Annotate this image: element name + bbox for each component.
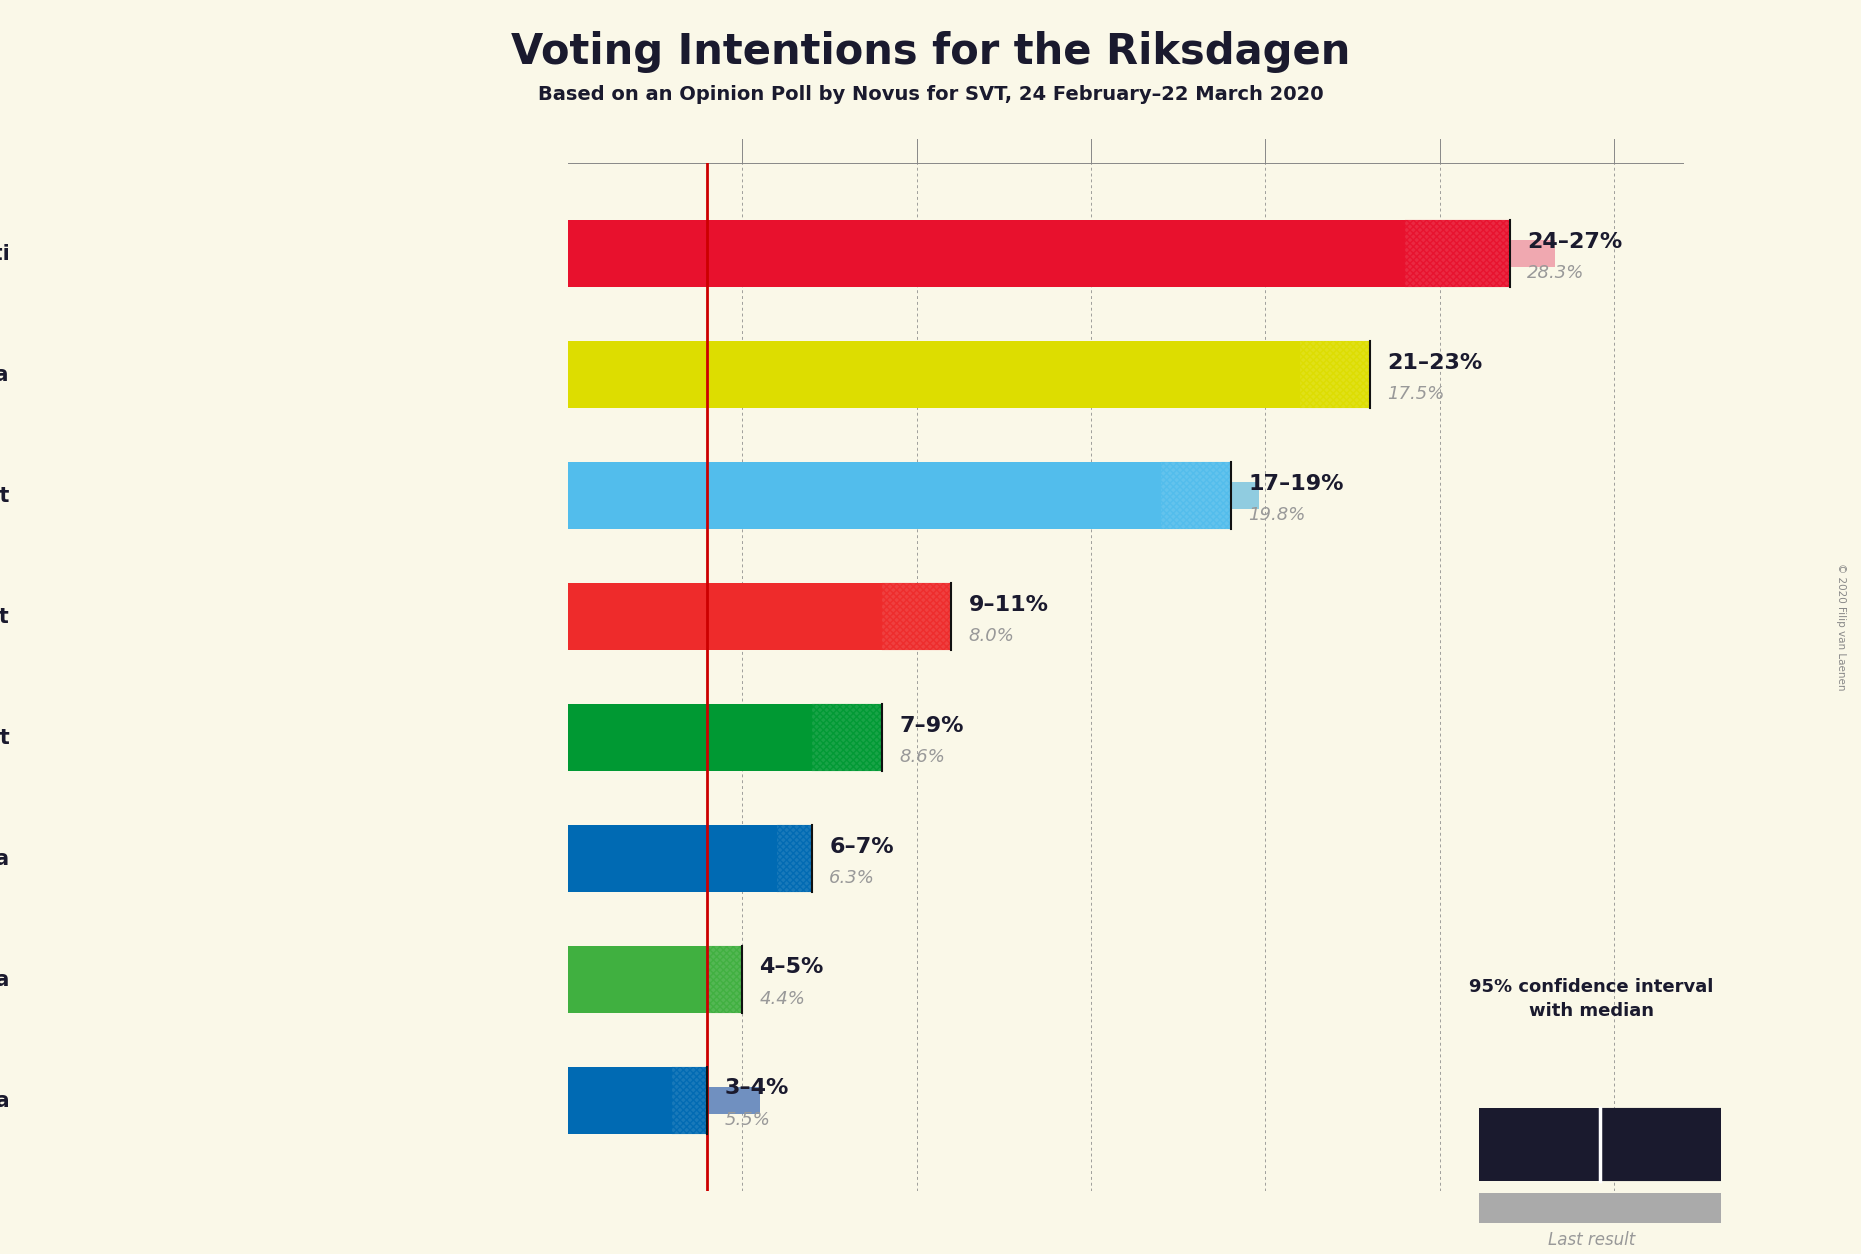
Bar <box>568 1087 759 1114</box>
Text: 28.3%: 28.3% <box>1528 265 1584 282</box>
Text: Voting Intentions for the Riksdagen: Voting Intentions for the Riksdagen <box>510 31 1351 73</box>
Bar <box>568 483 1258 509</box>
Bar <box>568 705 811 771</box>
Text: Sveriges socialdemokratiska arbetareparti: Sveriges socialdemokratiska arbetarepart… <box>0 243 9 263</box>
Text: Centerpartiet: Centerpartiet <box>0 727 9 747</box>
Bar <box>672 1067 707 1134</box>
Text: 6–7%: 6–7% <box>830 836 893 856</box>
Bar <box>568 725 867 751</box>
Bar <box>568 361 1178 387</box>
Bar <box>568 1067 672 1134</box>
Bar <box>707 947 743 1013</box>
Bar <box>1479 1107 1600 1181</box>
Text: 5.5%: 5.5% <box>724 1111 770 1129</box>
Text: 6.3%: 6.3% <box>830 869 875 887</box>
Bar <box>568 241 1556 267</box>
Bar <box>811 705 882 771</box>
Bar <box>568 825 778 892</box>
Bar <box>568 603 847 630</box>
Bar <box>1405 221 1509 287</box>
Bar <box>778 825 811 892</box>
Text: 95% confidence interval
with median: 95% confidence interval with median <box>1468 978 1714 1020</box>
Bar <box>568 463 1161 529</box>
Text: Vänsterpartiet: Vänsterpartiet <box>0 607 9 627</box>
Bar <box>568 341 1301 408</box>
Bar <box>1301 341 1370 408</box>
Bar <box>882 583 951 650</box>
Text: 17.5%: 17.5% <box>1388 385 1444 403</box>
Text: © 2020 Filip van Laenen: © 2020 Filip van Laenen <box>1837 563 1846 691</box>
Bar <box>568 583 882 650</box>
Bar <box>568 947 707 1013</box>
Bar <box>707 947 743 1013</box>
Text: Moderata samlingspartiet: Moderata samlingspartiet <box>0 485 9 505</box>
Text: 3–4%: 3–4% <box>724 1078 789 1099</box>
Text: Last result: Last result <box>1548 1231 1634 1249</box>
Bar <box>568 845 787 872</box>
Text: 17–19%: 17–19% <box>1249 474 1344 494</box>
Bar <box>1405 221 1509 287</box>
Text: 4.4%: 4.4% <box>759 989 806 1008</box>
Text: 4–5%: 4–5% <box>759 958 824 978</box>
Text: Miljöpartiet de gröna: Miljöpartiet de gröna <box>0 969 9 989</box>
Bar <box>811 705 882 771</box>
Text: 8.6%: 8.6% <box>899 747 945 766</box>
Bar <box>1161 463 1230 529</box>
Text: 7–9%: 7–9% <box>899 716 964 736</box>
Text: 24–27%: 24–27% <box>1528 232 1623 252</box>
Text: Kristdemokraterna: Kristdemokraterna <box>0 849 9 869</box>
Bar <box>1600 1107 1721 1181</box>
Text: Based on an Opinion Poll by Novus for SVT, 24 February–22 March 2020: Based on an Opinion Poll by Novus for SV… <box>538 85 1323 104</box>
Bar <box>778 825 811 892</box>
Bar <box>568 967 722 993</box>
Bar <box>672 1067 707 1134</box>
Bar <box>568 221 1405 287</box>
Bar <box>1161 463 1230 529</box>
Bar <box>1600 1107 1721 1181</box>
Text: 19.8%: 19.8% <box>1249 507 1305 524</box>
Bar <box>1301 341 1370 408</box>
Text: 8.0%: 8.0% <box>970 627 1014 645</box>
Text: 9–11%: 9–11% <box>970 594 1050 614</box>
Bar <box>1479 1193 1721 1223</box>
Text: Liberalerna: Liberalerna <box>0 1091 9 1111</box>
Text: 21–23%: 21–23% <box>1388 352 1483 372</box>
Text: Sverigedemokraterna: Sverigedemokraterna <box>0 365 9 385</box>
Bar <box>882 583 951 650</box>
